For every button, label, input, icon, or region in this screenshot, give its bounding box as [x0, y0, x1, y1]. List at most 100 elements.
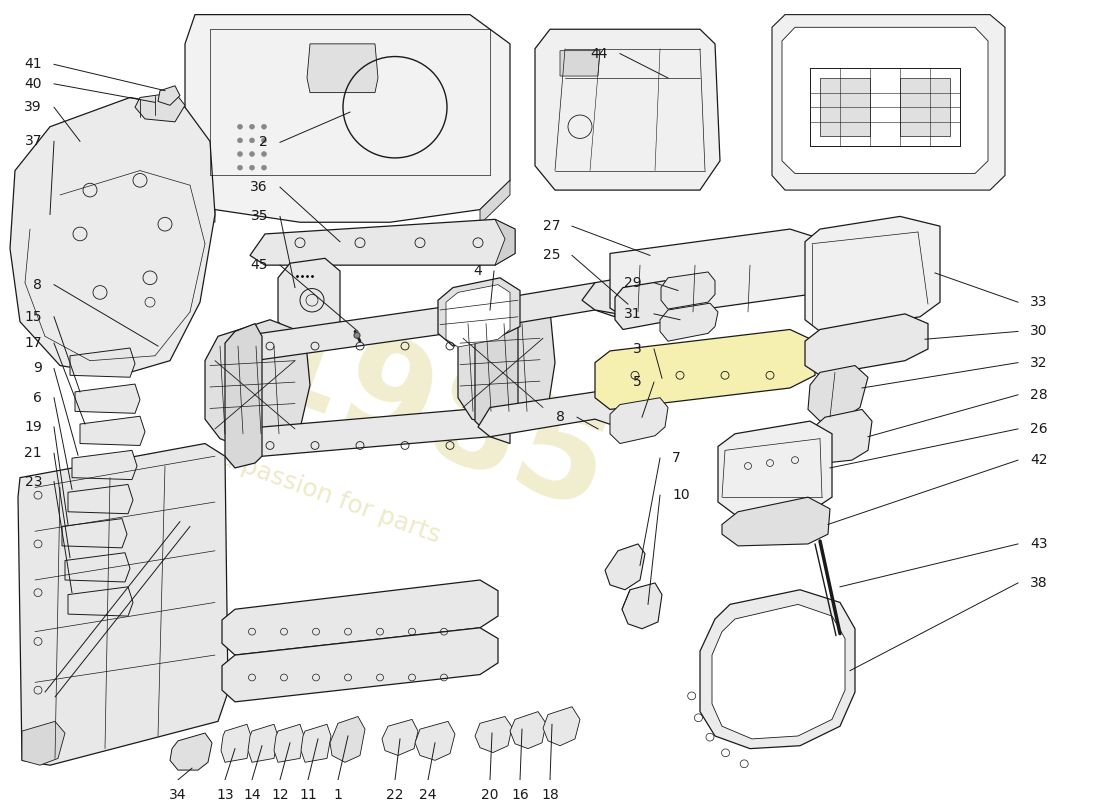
Polygon shape	[595, 330, 815, 410]
Polygon shape	[135, 93, 185, 122]
Polygon shape	[222, 580, 498, 655]
Polygon shape	[301, 724, 331, 762]
Circle shape	[250, 151, 254, 157]
Text: 27: 27	[542, 219, 560, 233]
Circle shape	[238, 166, 242, 170]
Text: 14: 14	[243, 788, 261, 800]
Polygon shape	[446, 285, 510, 347]
Polygon shape	[307, 44, 378, 93]
Circle shape	[250, 124, 254, 129]
Text: 35: 35	[251, 210, 268, 223]
Polygon shape	[65, 553, 130, 582]
Text: 10: 10	[672, 488, 690, 502]
Polygon shape	[68, 485, 133, 514]
Circle shape	[262, 151, 266, 157]
Text: 3: 3	[634, 342, 642, 356]
Circle shape	[238, 151, 242, 157]
Text: 21: 21	[24, 446, 42, 460]
Polygon shape	[248, 724, 278, 762]
Polygon shape	[222, 628, 498, 702]
Polygon shape	[805, 314, 928, 375]
Text: 16: 16	[512, 788, 529, 800]
Polygon shape	[605, 544, 645, 590]
Text: 13: 13	[217, 788, 234, 800]
Text: 32: 32	[1030, 356, 1047, 370]
Text: 12: 12	[272, 788, 289, 800]
Polygon shape	[718, 421, 832, 514]
Polygon shape	[900, 78, 950, 137]
Text: 26: 26	[1030, 422, 1047, 436]
Text: 2: 2	[260, 135, 268, 150]
Text: a passion for parts: a passion for parts	[216, 446, 444, 548]
Polygon shape	[228, 300, 510, 362]
Circle shape	[238, 124, 242, 129]
Polygon shape	[805, 217, 940, 331]
Polygon shape	[478, 392, 615, 437]
Polygon shape	[10, 98, 214, 375]
Polygon shape	[621, 583, 662, 629]
Polygon shape	[475, 290, 518, 434]
Polygon shape	[415, 722, 455, 760]
Polygon shape	[274, 724, 304, 762]
Text: 8: 8	[33, 278, 42, 292]
Circle shape	[354, 333, 360, 338]
Polygon shape	[22, 722, 65, 766]
Polygon shape	[480, 180, 510, 224]
Text: 9: 9	[33, 362, 42, 375]
Polygon shape	[582, 275, 654, 318]
Polygon shape	[610, 398, 668, 443]
Polygon shape	[72, 450, 138, 480]
Polygon shape	[610, 229, 830, 320]
Text: 25: 25	[542, 248, 560, 262]
Polygon shape	[812, 410, 872, 463]
Text: 18: 18	[541, 788, 559, 800]
Text: 45: 45	[251, 258, 268, 272]
Text: 41: 41	[24, 58, 42, 71]
Text: 19: 19	[24, 420, 42, 434]
Polygon shape	[226, 324, 262, 468]
Polygon shape	[62, 518, 126, 548]
Text: 4: 4	[473, 264, 482, 278]
Text: 43: 43	[1030, 537, 1047, 551]
Polygon shape	[478, 282, 615, 327]
Text: 8: 8	[557, 410, 565, 424]
Polygon shape	[80, 416, 145, 446]
Text: 38: 38	[1030, 576, 1047, 590]
Circle shape	[262, 166, 266, 170]
Polygon shape	[185, 14, 510, 222]
Circle shape	[250, 166, 254, 170]
Circle shape	[262, 138, 266, 143]
Text: 11: 11	[299, 788, 317, 800]
Text: 15: 15	[24, 310, 42, 324]
Text: 1: 1	[333, 788, 342, 800]
Polygon shape	[475, 717, 512, 753]
Polygon shape	[228, 407, 510, 458]
Polygon shape	[70, 348, 135, 378]
Polygon shape	[510, 712, 546, 749]
Text: 36: 36	[251, 180, 268, 194]
Polygon shape	[221, 724, 251, 762]
Text: 28: 28	[1030, 388, 1047, 402]
Text: 42: 42	[1030, 453, 1047, 467]
Text: 33: 33	[1030, 295, 1047, 309]
Polygon shape	[185, 175, 214, 222]
Polygon shape	[820, 78, 870, 137]
Text: 44: 44	[591, 46, 608, 61]
Polygon shape	[250, 219, 515, 265]
Polygon shape	[495, 219, 515, 265]
Polygon shape	[18, 443, 228, 766]
Circle shape	[250, 138, 254, 143]
Text: 1985: 1985	[235, 297, 625, 542]
Polygon shape	[205, 320, 310, 449]
Polygon shape	[330, 717, 365, 762]
Text: 6: 6	[33, 390, 42, 405]
Text: 20: 20	[482, 788, 498, 800]
Polygon shape	[560, 50, 600, 76]
Polygon shape	[278, 258, 340, 334]
Circle shape	[262, 124, 266, 129]
Polygon shape	[535, 30, 720, 190]
Polygon shape	[75, 384, 140, 414]
Circle shape	[238, 138, 242, 143]
Text: 17: 17	[24, 336, 42, 350]
Text: 31: 31	[625, 307, 642, 321]
